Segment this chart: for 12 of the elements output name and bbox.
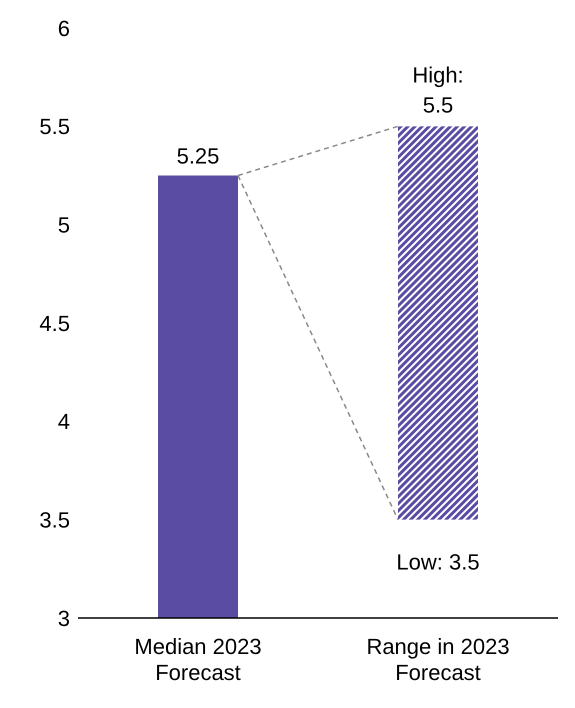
y-tick-label: 5.5 [39, 114, 70, 140]
y-tick-label: 4.5 [39, 310, 70, 336]
annotation: Low: 3.5 [396, 550, 480, 575]
x-tick-label: Range in 2023 Forecast [366, 634, 510, 685]
y-tick-label: 5 [58, 212, 70, 238]
y-tick-label: 3 [58, 606, 70, 631]
data-label: 5.25 [176, 144, 220, 168]
x-tick-label: Median 2023 Forecast [134, 634, 262, 685]
y-tick-label: 4 [58, 409, 70, 434]
y-tick-label: 3.5 [39, 507, 70, 532]
y-tick-label: 6 [58, 16, 70, 41]
annotation: High: 5.5 [412, 62, 464, 118]
